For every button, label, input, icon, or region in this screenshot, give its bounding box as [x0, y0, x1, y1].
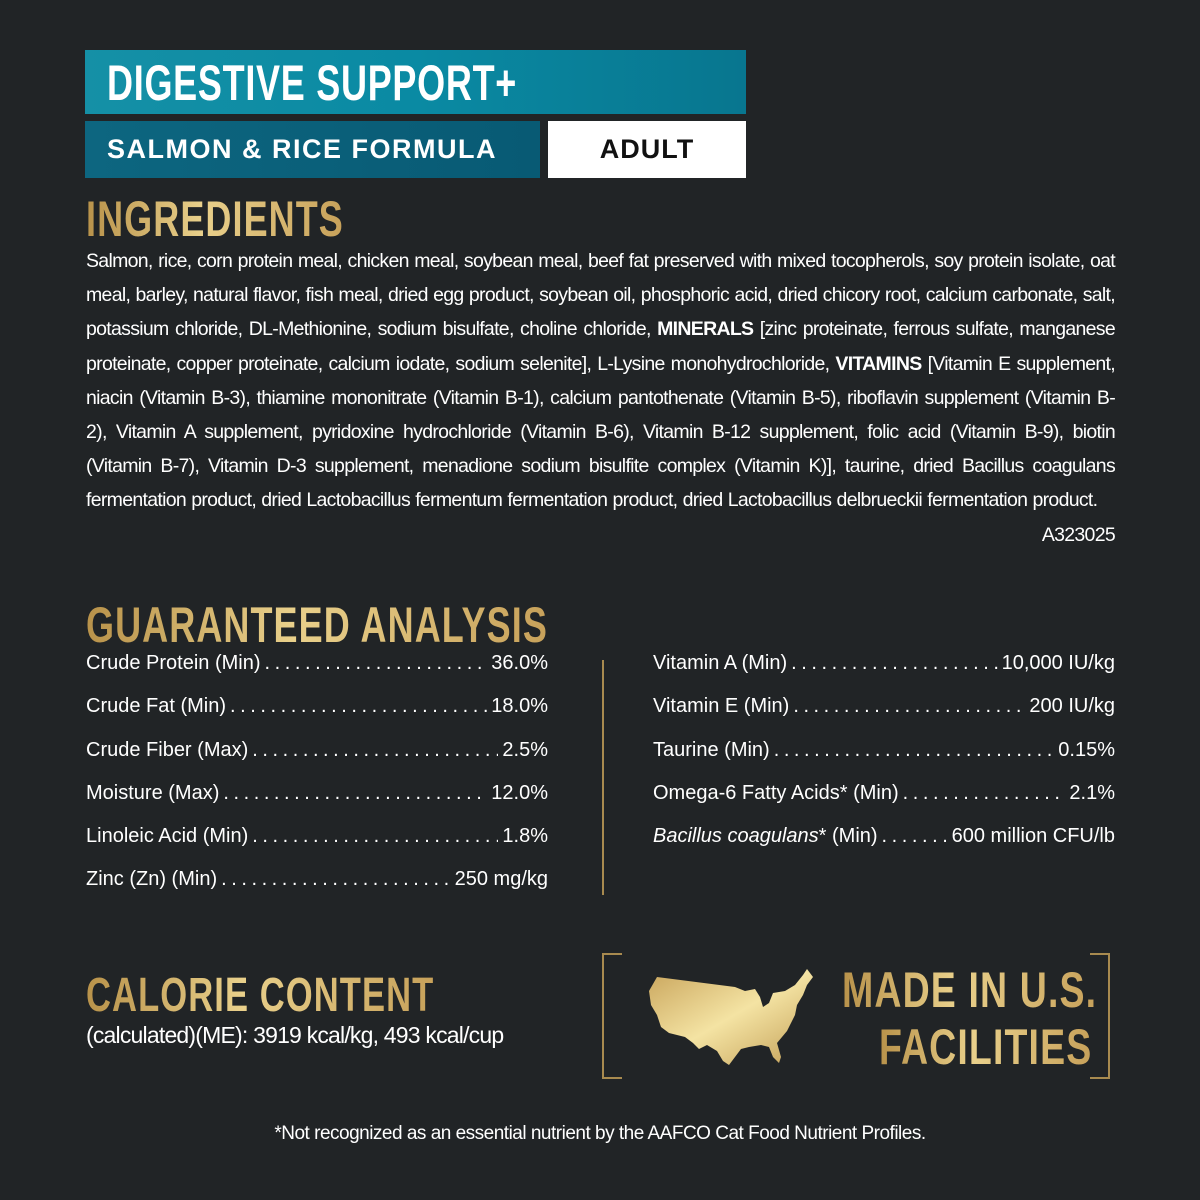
- nutrient-label: Linoleic Acid (Min): [86, 825, 249, 848]
- analysis-row: Crude Fat (Min) 18.0%: [86, 695, 548, 738]
- ingredients-text: Salmon, rice, corn protein meal, chicken…: [86, 250, 1116, 341]
- formula-code: A323025: [1041, 523, 1116, 546]
- dot-leader: [252, 825, 498, 848]
- analysis-row: Zinc (Zn) (Min) 250 mg/kg: [86, 868, 548, 911]
- calorie-text: (calculated)(ME): 3919 kcal/kg, 493 kcal…: [86, 1022, 504, 1048]
- column-divider: [602, 660, 604, 895]
- dot-leader: [774, 739, 1055, 762]
- dot-leader: [265, 652, 488, 675]
- dot-leader: [230, 695, 487, 718]
- nutrient-value: 200 IU/kg: [1029, 695, 1115, 718]
- ingredients-text: [Vitamin E supplement, niacin (Vitamin B…: [86, 352, 1116, 512]
- analysis-row: Linoleic Acid (Min) 1.8%: [86, 825, 548, 868]
- product-title: DIGESTIVE SUPPORT+: [107, 55, 518, 111]
- nutrient-label: Vitamin A (Min): [653, 652, 788, 674]
- nutrient-label: Omega-6 Fatty Acids* (Min): [653, 781, 899, 804]
- nutrient-value: 600 million CFU/lb: [951, 825, 1115, 848]
- analysis-row: Vitamin A (Min) 10,000 IU/kg: [653, 652, 1115, 695]
- badge-line-1: MADE IN U.S.: [842, 962, 1098, 1018]
- nutrient-value: 2.1%: [1069, 781, 1115, 804]
- nutrient-value: 0.15%: [1058, 738, 1115, 761]
- footnote: *Not recognized as an essential nutrient…: [274, 1123, 926, 1144]
- nutrient-label: Moisture (Max): [86, 781, 220, 804]
- usa-map-icon: [649, 969, 813, 1065]
- badge-line-2: FACILITIES: [878, 1019, 1093, 1075]
- minerals-label: MINERALS: [657, 318, 754, 341]
- nutrient-label-italic: Bacillus coagulans: [653, 825, 819, 848]
- product-title-banner: DIGESTIVE SUPPORT+: [85, 50, 746, 114]
- life-stage-badge: ADULT: [548, 121, 746, 178]
- nutrient-label: Zinc (Zn) (Min): [86, 868, 218, 891]
- nutrient-label: * (Min): [818, 825, 878, 848]
- ingredients-heading: INGREDIENTS: [86, 191, 344, 247]
- formula-name: SALMON & RICE FORMULA: [107, 134, 497, 164]
- ingredients-text: [zinc proteinate, ferrous sulfate, manga…: [86, 318, 1116, 375]
- nutrient-label: Vitamin E (Min): [653, 695, 790, 718]
- formula-banner: SALMON & RICE FORMULA: [85, 121, 540, 178]
- analysis-row: Crude Protein (Min) 36.0%: [86, 652, 548, 695]
- dot-leader: [223, 782, 487, 805]
- dot-leader: [882, 825, 948, 848]
- analysis-row: Omega-6 Fatty Acids* (Min) 2.1%: [653, 782, 1115, 825]
- nutrient-value: 250 mg/kg: [454, 868, 548, 891]
- dot-leader: [791, 652, 997, 675]
- analysis-heading: GUARANTEED ANALYSIS: [86, 597, 548, 653]
- nutrient-label: Crude Protein (Min): [86, 652, 261, 674]
- analysis-row: Vitamin E (Min) 200 IU/kg: [653, 695, 1115, 738]
- nutrient-label: Crude Fat (Min): [86, 695, 227, 718]
- nutrient-value: 12.0%: [491, 781, 548, 804]
- nutrient-value: 36.0%: [491, 652, 548, 674]
- dot-leader: [252, 739, 498, 762]
- analysis-row: Moisture (Max) 12.0%: [86, 782, 548, 825]
- nutrient-value: 1.8%: [502, 825, 548, 848]
- nutrient-label: Taurine (Min): [653, 738, 770, 761]
- calorie-heading: CALORIE CONTENT: [86, 969, 435, 1022]
- analysis-left-column: Crude Protein (Min) 36.0% Crude Fat (Min)…: [86, 652, 548, 912]
- dot-leader: [793, 695, 1025, 718]
- right-bracket: [1090, 953, 1110, 1079]
- left-bracket: [602, 953, 622, 1079]
- made-in-usa-badge: MADE IN U.S. FACILITIES: [842, 962, 1182, 1082]
- nutrient-label: Crude Fiber (Max): [86, 738, 249, 761]
- analysis-row: Taurine (Min) 0.15%: [653, 739, 1115, 782]
- dot-leader: [903, 782, 1066, 805]
- analysis-right-column: Vitamin A (Min) 10,000 IU/kg Vitamin E (M…: [653, 652, 1115, 868]
- nutrient-value: 10,000 IU/kg: [1001, 652, 1115, 674]
- analysis-row: Crude Fiber (Max) 2.5%: [86, 739, 548, 782]
- nutrient-value: 18.0%: [491, 695, 548, 718]
- dot-leader: [221, 868, 451, 891]
- ingredients-list: Salmon, rice, corn protein meal, chicken…: [86, 244, 1116, 552]
- vitamins-label: VITAMINS: [835, 352, 922, 375]
- analysis-row: Bacillus coagulans* (Min) 600 million CFU…: [653, 825, 1115, 868]
- nutrient-value: 2.5%: [502, 738, 548, 761]
